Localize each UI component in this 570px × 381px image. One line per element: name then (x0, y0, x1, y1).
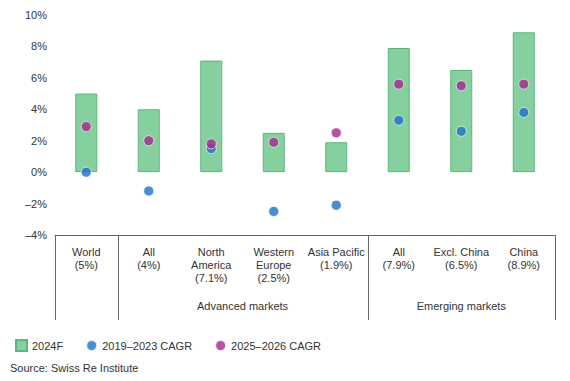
svg-text:Emerging markets: Emerging markets (417, 300, 507, 312)
svg-text:Source: Swiss Re Institute: Source: Swiss Re Institute (10, 362, 138, 374)
svg-text:6%: 6% (31, 72, 47, 84)
svg-text:(2.5%): (2.5%) (258, 272, 290, 284)
svg-text:2024F: 2024F (32, 340, 63, 352)
svg-text:2019–2023 CAGR: 2019–2023 CAGR (102, 340, 192, 352)
svg-text:(7.1%): (7.1%) (195, 272, 227, 284)
svg-text:8%: 8% (31, 40, 47, 52)
svg-text:4%: 4% (31, 103, 47, 115)
svg-text:Europe: Europe (256, 259, 291, 271)
svg-text:Asia Pacific: Asia Pacific (308, 246, 365, 258)
svg-text:Advanced markets: Advanced markets (197, 300, 289, 312)
svg-text:(8.9%): (8.9%) (508, 259, 540, 271)
svg-text:Excl. China: Excl. China (433, 246, 490, 258)
svg-text:America: America (191, 259, 232, 271)
svg-text:China: China (509, 246, 539, 258)
svg-text:(4%): (4%) (137, 259, 160, 271)
svg-text:All: All (143, 246, 155, 258)
svg-text:Western: Western (253, 246, 294, 258)
svg-text:(5%): (5%) (75, 259, 98, 271)
svg-text:(1.9%): (1.9%) (320, 259, 352, 271)
svg-text:10%: 10% (25, 9, 47, 21)
svg-text:2%: 2% (31, 135, 47, 147)
svg-text:–2%: –2% (25, 198, 47, 210)
svg-text:(7.9%): (7.9%) (383, 259, 415, 271)
svg-text:North: North (198, 246, 225, 258)
svg-text:0%: 0% (31, 166, 47, 178)
svg-text:–4%: –4% (25, 229, 47, 241)
svg-text:World: World (72, 246, 101, 258)
svg-text:2025–2026 CAGR: 2025–2026 CAGR (231, 340, 321, 352)
svg-text:(6.5%): (6.5%) (445, 259, 477, 271)
svg-text:All: All (393, 246, 405, 258)
